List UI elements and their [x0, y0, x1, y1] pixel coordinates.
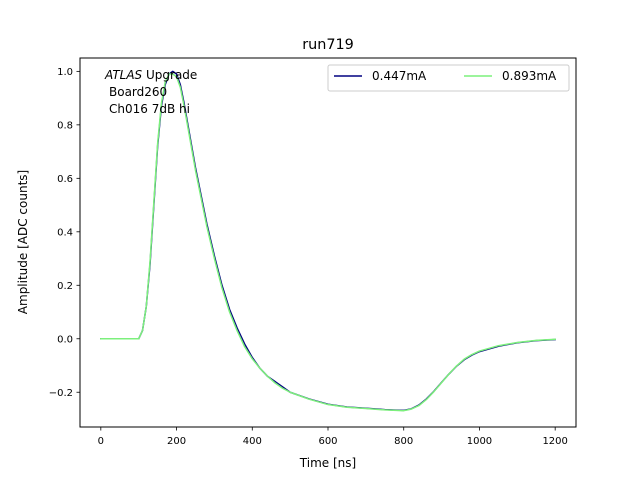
y-tick-label: 1.0 [57, 67, 73, 78]
y-tick-label: 0.8 [57, 120, 73, 131]
chart-title: run719 [302, 37, 354, 53]
annotation-atlas: ATLAS [104, 68, 143, 82]
x-axis-label: Time [ns] [299, 456, 356, 470]
x-axis-ticks: 0 200 400 600 800 1000 1200 [98, 427, 568, 447]
legend-frame [327, 64, 570, 92]
series-layer [100, 70, 556, 412]
y-tick-label: 0.2 [57, 281, 73, 292]
x-tick-label: 600 [318, 436, 337, 447]
y-tick-label: 0.0 [57, 334, 73, 345]
y-axis-ticks: −0.2 0.0 0.2 0.4 0.6 0.8 1.0 [49, 67, 80, 399]
x-tick-label: 800 [394, 436, 413, 447]
legend-label-0893ma: 0.893mA [502, 69, 557, 83]
legend: 0.447mA 0.893mA [327, 64, 570, 92]
y-tick-label: 0.4 [57, 227, 73, 238]
x-tick-label: 1200 [542, 436, 567, 447]
y-tick-label: 0.6 [57, 174, 73, 185]
annotation-line-1: ATLAS Upgrade [104, 68, 197, 82]
x-tick-label: 400 [243, 436, 262, 447]
annotation-line-2: Board260 [109, 85, 167, 99]
x-tick-label: 1000 [467, 436, 492, 447]
plot-frame [79, 57, 577, 428]
annotation-upgrade: Upgrade [142, 68, 197, 82]
annotation-line-3: Ch016 7dB hi [109, 102, 190, 116]
y-axis-label: Amplitude [ADC counts] [16, 170, 30, 314]
x-tick-label: 0 [98, 436, 104, 447]
annotation: ATLAS Upgrade Board260 Ch016 7dB hi [104, 68, 197, 116]
x-tick-label: 200 [167, 436, 186, 447]
legend-label-0447ma: 0.447mA [372, 69, 427, 83]
series-line-0893ma [100, 73, 556, 412]
y-tick-label: −0.2 [49, 388, 73, 399]
